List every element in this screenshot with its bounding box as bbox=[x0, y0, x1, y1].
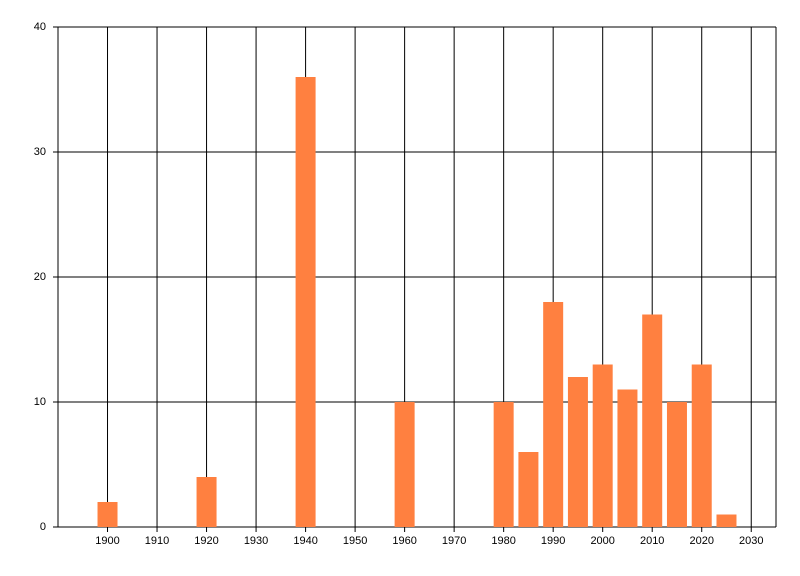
bar bbox=[617, 389, 638, 527]
x-tick-label: 1910 bbox=[145, 535, 169, 547]
x-tick-label: 1970 bbox=[442, 535, 466, 547]
bar bbox=[97, 502, 118, 527]
bar bbox=[691, 364, 712, 527]
bar bbox=[196, 477, 217, 527]
x-tick-label: 2020 bbox=[689, 535, 713, 547]
y-tick-label: 0 bbox=[40, 521, 46, 533]
bar bbox=[592, 364, 613, 527]
x-tick-label: 1940 bbox=[293, 535, 317, 547]
x-tick-label: 1930 bbox=[244, 535, 268, 547]
x-tick-label: 1990 bbox=[541, 535, 565, 547]
x-tick-label: 2030 bbox=[739, 535, 763, 547]
y-tick-label: 40 bbox=[34, 21, 46, 33]
bar bbox=[642, 314, 663, 527]
bar bbox=[716, 514, 737, 527]
x-tick-label: 1960 bbox=[392, 535, 416, 547]
bar bbox=[518, 452, 539, 527]
bar bbox=[493, 402, 514, 527]
x-tick-label: 1920 bbox=[194, 535, 218, 547]
bar bbox=[543, 302, 564, 527]
y-tick-label: 30 bbox=[34, 146, 46, 158]
y-tick-label: 10 bbox=[34, 396, 46, 408]
bar bbox=[394, 402, 415, 527]
bar bbox=[295, 77, 316, 527]
bar bbox=[666, 402, 687, 527]
x-tick-label: 1950 bbox=[343, 535, 367, 547]
x-tick-label: 1900 bbox=[95, 535, 119, 547]
bar bbox=[567, 377, 588, 527]
y-tick-label: 20 bbox=[34, 271, 46, 283]
x-tick-label: 1980 bbox=[491, 535, 515, 547]
x-tick-label: 2010 bbox=[640, 535, 664, 547]
x-tick-label: 2000 bbox=[590, 535, 614, 547]
